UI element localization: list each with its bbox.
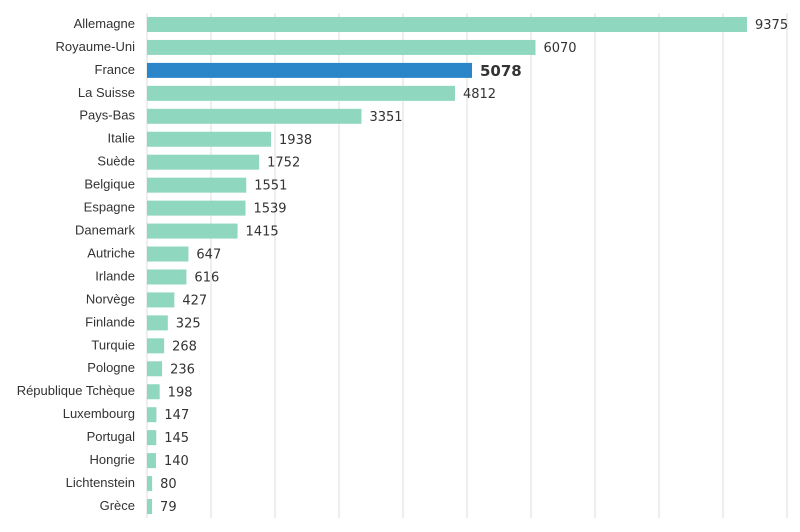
value-label: 5078 <box>480 62 522 80</box>
bar <box>147 201 245 216</box>
bar <box>147 40 535 55</box>
y-tick-label: France <box>95 62 135 77</box>
bar <box>147 269 186 284</box>
y-tick-label: Lichtenstein <box>66 475 135 490</box>
y-tick-label: Espagne <box>84 200 135 215</box>
value-label: 198 <box>168 385 193 400</box>
value-label: 80 <box>160 477 177 492</box>
y-tick-label: Danemark <box>75 223 135 238</box>
bar <box>147 338 164 353</box>
bar <box>147 384 160 399</box>
y-tick-label: Hongrie <box>89 452 135 467</box>
bar <box>147 361 162 376</box>
y-tick-label: Autriche <box>87 245 135 260</box>
bar <box>147 315 168 330</box>
bar <box>147 499 152 514</box>
value-label: 145 <box>164 431 189 446</box>
y-tick-label: La Suisse <box>78 85 135 100</box>
value-label: 325 <box>176 316 201 331</box>
bar <box>147 430 156 445</box>
y-tick-label: Pays-Bas <box>79 108 135 123</box>
y-tick-label: Pologne <box>87 360 135 375</box>
y-tick-label: Luxembourg <box>63 406 135 421</box>
value-label: 1415 <box>246 225 279 240</box>
value-label: 147 <box>164 408 189 423</box>
y-tick-label: Suède <box>97 154 135 169</box>
y-tick-label: Turquie <box>91 337 135 352</box>
y-tick-label: République Tchèque <box>17 383 135 398</box>
bar <box>147 132 271 147</box>
bar <box>147 155 259 170</box>
y-tick-label: Allemagne <box>74 16 135 31</box>
bar <box>147 407 156 422</box>
bar <box>147 292 174 307</box>
y-tick-label: Finlande <box>85 314 135 329</box>
bar <box>147 63 472 78</box>
value-label: 1539 <box>253 202 286 217</box>
bar <box>147 109 361 124</box>
value-label: 1752 <box>267 156 300 171</box>
y-tick-label: Grèce <box>100 498 135 513</box>
bar <box>147 476 152 491</box>
bar <box>147 224 238 239</box>
value-label: 3351 <box>369 110 402 125</box>
y-tick-label: Irlande <box>95 268 135 283</box>
bar <box>147 86 455 101</box>
bar <box>147 453 156 468</box>
bar <box>147 247 188 262</box>
y-tick-label: Portugal <box>87 429 136 444</box>
y-tick-label: Norvège <box>86 291 135 306</box>
value-label: 268 <box>172 339 197 354</box>
value-label: 1938 <box>279 133 312 148</box>
value-label: 4812 <box>463 87 496 102</box>
bar <box>147 178 246 193</box>
value-label: 427 <box>182 293 207 308</box>
y-tick-label: Belgique <box>84 177 135 192</box>
y-tick-label: Italie <box>108 131 135 146</box>
value-label: 236 <box>170 362 195 377</box>
value-label: 6070 <box>543 41 576 56</box>
value-label: 616 <box>194 270 219 285</box>
y-tick-label: Royaume-Uni <box>56 39 136 54</box>
value-label: 140 <box>164 454 189 469</box>
value-label: 79 <box>160 500 177 515</box>
value-label: 647 <box>196 248 221 263</box>
bar <box>147 17 747 32</box>
value-label: 1551 <box>254 179 287 194</box>
value-label: 9375 <box>755 18 788 33</box>
